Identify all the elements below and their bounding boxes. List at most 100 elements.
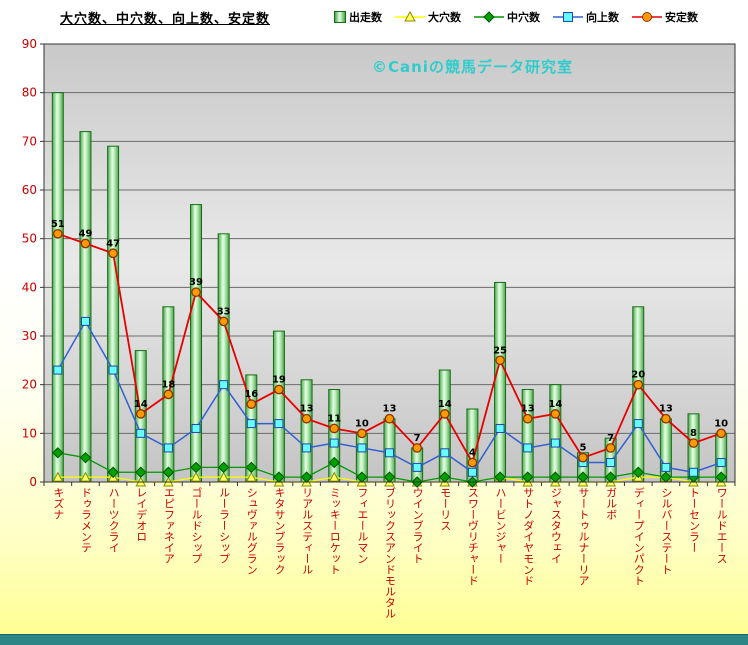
data-label: 8	[690, 428, 697, 439]
x-axis-label: ハービンジャー	[494, 487, 508, 564]
legend-item-mid-upset: 中穴数	[474, 9, 540, 25]
marker-diamond	[245, 461, 258, 474]
bar	[107, 145, 120, 483]
watermark: ©Caniの競馬データ研究室	[372, 58, 573, 76]
legend-item-starts: 出走数	[334, 9, 382, 25]
x-axis-label: キタサンブラック	[272, 487, 286, 575]
y-tick-label: 30	[22, 329, 37, 343]
data-label: 13	[383, 404, 397, 415]
x-axis-label: リアルスティール	[300, 487, 314, 575]
x-axis-label: トーセンラー	[687, 487, 701, 553]
marker-diamond	[632, 466, 644, 478]
bar	[79, 131, 92, 483]
marker-diamond	[52, 447, 64, 459]
data-label: 7	[607, 433, 614, 444]
marker-square	[385, 448, 394, 458]
marker-diamond	[190, 461, 202, 474]
plot-area	[44, 44, 735, 482]
marker-square	[163, 443, 173, 453]
data-label: 39	[189, 277, 203, 288]
circle-legend-marker-icon	[632, 12, 662, 22]
marker-square	[80, 316, 90, 326]
marker-diamond	[162, 466, 175, 478]
bar	[217, 233, 230, 483]
data-label: 13	[659, 404, 673, 415]
marker-triangle	[218, 471, 229, 482]
triangle-legend-marker-icon	[395, 11, 425, 22]
legend-label: 大穴数	[428, 11, 461, 24]
marker-triangle	[52, 471, 64, 482]
marker-circle	[246, 399, 257, 409]
marker-circle	[191, 287, 201, 298]
data-label: 18	[161, 379, 175, 390]
marker-square	[191, 423, 201, 433]
marker-diamond	[107, 466, 119, 478]
marker-circle	[412, 443, 422, 453]
marker-circle	[357, 428, 367, 439]
data-label: 33	[217, 306, 231, 317]
data-label: 51	[51, 219, 65, 230]
marker-circle	[716, 428, 727, 439]
marker-circle	[163, 389, 174, 400]
marker-circle	[439, 409, 450, 419]
x-axis-label: ハーツクライ	[107, 487, 121, 553]
marker-diamond	[217, 461, 230, 474]
marker-circle	[633, 379, 644, 390]
data-label: 11	[327, 413, 341, 424]
marker-circle	[661, 413, 671, 424]
marker-square	[246, 419, 256, 429]
marker-square	[467, 467, 477, 477]
bar	[51, 92, 64, 483]
marker-square	[219, 380, 229, 390]
x-axis-label: シュヴァルグラン	[245, 487, 259, 575]
marker-square	[661, 462, 671, 472]
marker-square	[329, 438, 339, 448]
x-axis-label: ルーラーシップ	[217, 487, 231, 564]
marker-circle	[135, 409, 146, 419]
marker-square	[302, 443, 312, 453]
x-axis-label: ガルボ	[604, 487, 618, 520]
marker-diamond	[79, 451, 92, 464]
bar	[438, 369, 451, 483]
x-axis-label: キズナ	[51, 487, 65, 520]
bar	[272, 330, 285, 483]
y-tick-label: 50	[22, 232, 37, 246]
marker-circle	[550, 409, 561, 419]
marker-circle	[329, 423, 340, 434]
data-label: 14	[438, 399, 452, 410]
legend-label: 中穴数	[507, 11, 540, 24]
y-tick-label: 60	[22, 183, 37, 197]
legend-label: 出走数	[349, 11, 382, 24]
x-axis-label: サートゥルナーリア	[576, 487, 590, 586]
y-tick-label: 70	[22, 134, 37, 148]
marker-diamond	[328, 456, 340, 469]
bar	[494, 281, 507, 483]
bar	[300, 379, 313, 483]
x-axis-label: フィエールマン	[355, 487, 369, 564]
marker-square	[716, 458, 726, 468]
legend-item-big-upset: 大穴数	[395, 9, 461, 25]
marker-circle	[301, 413, 312, 424]
data-label: 4	[469, 448, 476, 459]
marker-circle	[495, 355, 505, 366]
square-legend-marker-icon	[553, 12, 583, 22]
y-tick-label: 80	[22, 86, 37, 100]
y-tick-label: 90	[22, 37, 37, 51]
x-axis-label: ワールドエース	[715, 487, 729, 564]
marker-square	[440, 448, 450, 458]
bar	[190, 204, 203, 483]
x-axis-label: ミッキーロケット	[328, 487, 342, 575]
legend-item-improve: 向上数	[553, 9, 619, 25]
marker-triangle	[328, 471, 340, 482]
data-label: 10	[355, 418, 369, 429]
marker-circle	[467, 457, 478, 468]
y-tick-label: 40	[22, 280, 37, 294]
data-label: 20	[631, 370, 645, 381]
marker-circle	[522, 413, 533, 424]
marker-square	[357, 443, 367, 453]
data-label: 47	[106, 238, 120, 249]
data-label: 13	[300, 404, 314, 415]
marker-square	[108, 365, 118, 375]
footer-bar	[0, 634, 748, 645]
x-axis-label: ゴールドシップ	[190, 487, 204, 564]
